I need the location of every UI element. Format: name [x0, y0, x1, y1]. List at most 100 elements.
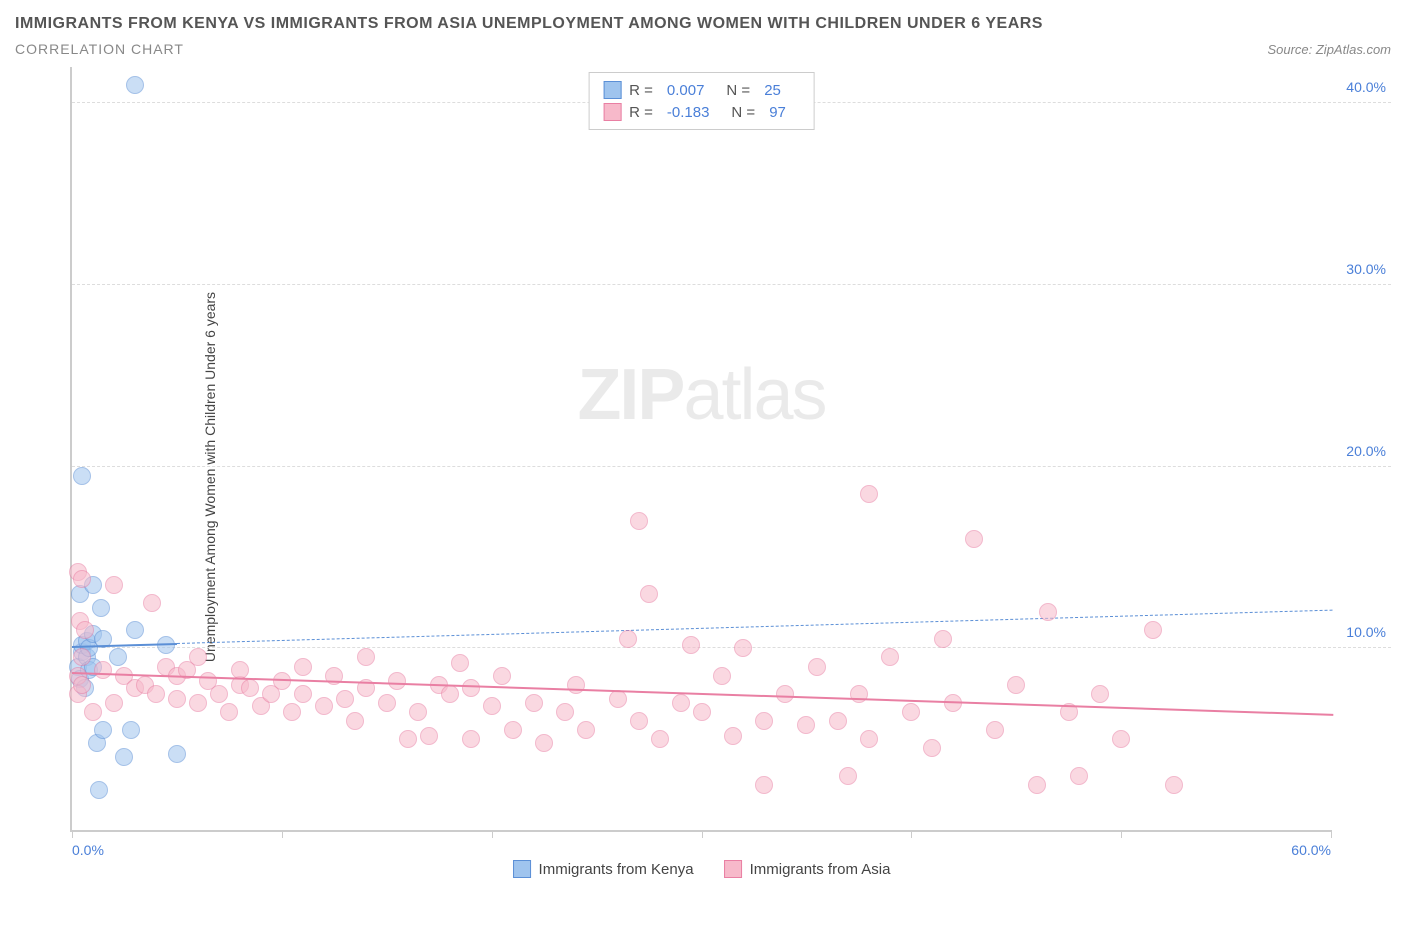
scatter-point — [630, 712, 648, 730]
scatter-point — [168, 690, 186, 708]
legend-r-label: R = — [629, 82, 653, 99]
scatter-point — [577, 721, 595, 739]
scatter-point — [420, 727, 438, 745]
scatter-point — [115, 748, 133, 766]
legend-n-value: 97 — [769, 104, 786, 121]
scatter-point — [965, 530, 983, 548]
scatter-point — [92, 599, 110, 617]
legend-r-label: R = — [629, 104, 653, 121]
scatter-point — [1039, 603, 1057, 621]
gridline — [72, 466, 1391, 467]
watermark-light: atlas — [683, 355, 825, 435]
x-tick-label: 0.0% — [72, 842, 104, 858]
x-tick-label: 60.0% — [1291, 842, 1331, 858]
x-tick — [492, 830, 493, 838]
series-legend: Immigrants from Kenya Immigrants from Asi… — [513, 860, 891, 878]
scatter-point — [147, 685, 165, 703]
scatter-point — [755, 712, 773, 730]
scatter-point — [734, 639, 752, 657]
scatter-point — [860, 730, 878, 748]
scatter-point — [860, 485, 878, 503]
legend-swatch — [603, 81, 621, 99]
scatter-point — [808, 658, 826, 676]
x-tick — [1331, 830, 1332, 838]
scatter-point — [525, 694, 543, 712]
gridline — [72, 284, 1391, 285]
scatter-point — [776, 685, 794, 703]
scatter-point — [713, 667, 731, 685]
scatter-point — [934, 630, 952, 648]
scatter-point — [126, 76, 144, 94]
scatter-point — [122, 721, 140, 739]
legend-row: R = 0.007 N = 25 — [603, 79, 800, 101]
legend-swatch — [513, 860, 531, 878]
scatter-point — [220, 703, 238, 721]
chart-subtitle: CORRELATION CHART — [15, 41, 184, 57]
scatter-point — [168, 745, 186, 763]
scatter-point — [1144, 621, 1162, 639]
scatter-point — [755, 776, 773, 794]
legend-n-label: N = — [731, 104, 755, 121]
legend-swatch — [603, 103, 621, 121]
scatter-point — [105, 576, 123, 594]
scatter-point — [126, 621, 144, 639]
scatter-point — [902, 703, 920, 721]
scatter-point — [388, 672, 406, 690]
scatter-point — [619, 630, 637, 648]
legend-bottom-item: Immigrants from Kenya — [513, 860, 694, 878]
scatter-point — [409, 703, 427, 721]
scatter-point — [73, 570, 91, 588]
scatter-point — [357, 648, 375, 666]
scatter-point — [829, 712, 847, 730]
scatter-point — [105, 694, 123, 712]
chart-title: IMMIGRANTS FROM KENYA VS IMMIGRANTS FROM… — [15, 15, 1391, 33]
legend-r-value: 0.007 — [667, 82, 705, 99]
scatter-point — [724, 727, 742, 745]
scatter-point — [109, 648, 127, 666]
scatter-point — [1112, 730, 1130, 748]
scatter-point — [241, 679, 259, 697]
scatter-point — [504, 721, 522, 739]
scatter-point — [693, 703, 711, 721]
scatter-point — [630, 512, 648, 530]
x-tick — [911, 830, 912, 838]
legend-bottom-item: Immigrants from Asia — [724, 860, 891, 878]
scatter-point — [294, 658, 312, 676]
x-tick — [282, 830, 283, 838]
y-tick-label: 40.0% — [1346, 79, 1386, 95]
scatter-point — [493, 667, 511, 685]
scatter-point — [73, 648, 91, 666]
legend-swatch — [724, 860, 742, 878]
scatter-point — [672, 694, 690, 712]
scatter-point — [462, 730, 480, 748]
scatter-point — [399, 730, 417, 748]
scatter-point — [797, 716, 815, 734]
scatter-point — [378, 694, 396, 712]
scatter-point — [336, 690, 354, 708]
scatter-point — [94, 721, 112, 739]
legend-n-value: 25 — [764, 82, 781, 99]
plot-area: ZIPatlas R =0.007N =25R =-0.183N =97 Imm… — [70, 67, 1331, 832]
scatter-point — [441, 685, 459, 703]
legend-series-label: Immigrants from Kenya — [539, 861, 694, 878]
scatter-point — [73, 467, 91, 485]
scatter-point — [76, 621, 94, 639]
scatter-point — [556, 703, 574, 721]
scatter-point — [609, 690, 627, 708]
legend-n-label: N = — [726, 82, 750, 99]
scatter-point — [210, 685, 228, 703]
scatter-point — [451, 654, 469, 672]
scatter-point — [923, 739, 941, 757]
scatter-point — [1007, 676, 1025, 694]
legend-series-label: Immigrants from Asia — [750, 861, 891, 878]
scatter-point — [1070, 767, 1088, 785]
correlation-legend: R =0.007N =25R =-0.183N =97 — [588, 72, 815, 130]
legend-row: R =-0.183N =97 — [603, 101, 800, 123]
scatter-point — [682, 636, 700, 654]
scatter-point — [640, 585, 658, 603]
x-tick — [72, 830, 73, 838]
scatter-point — [94, 661, 112, 679]
y-tick-label: 20.0% — [1346, 443, 1386, 459]
scatter-point — [143, 594, 161, 612]
scatter-point — [315, 697, 333, 715]
